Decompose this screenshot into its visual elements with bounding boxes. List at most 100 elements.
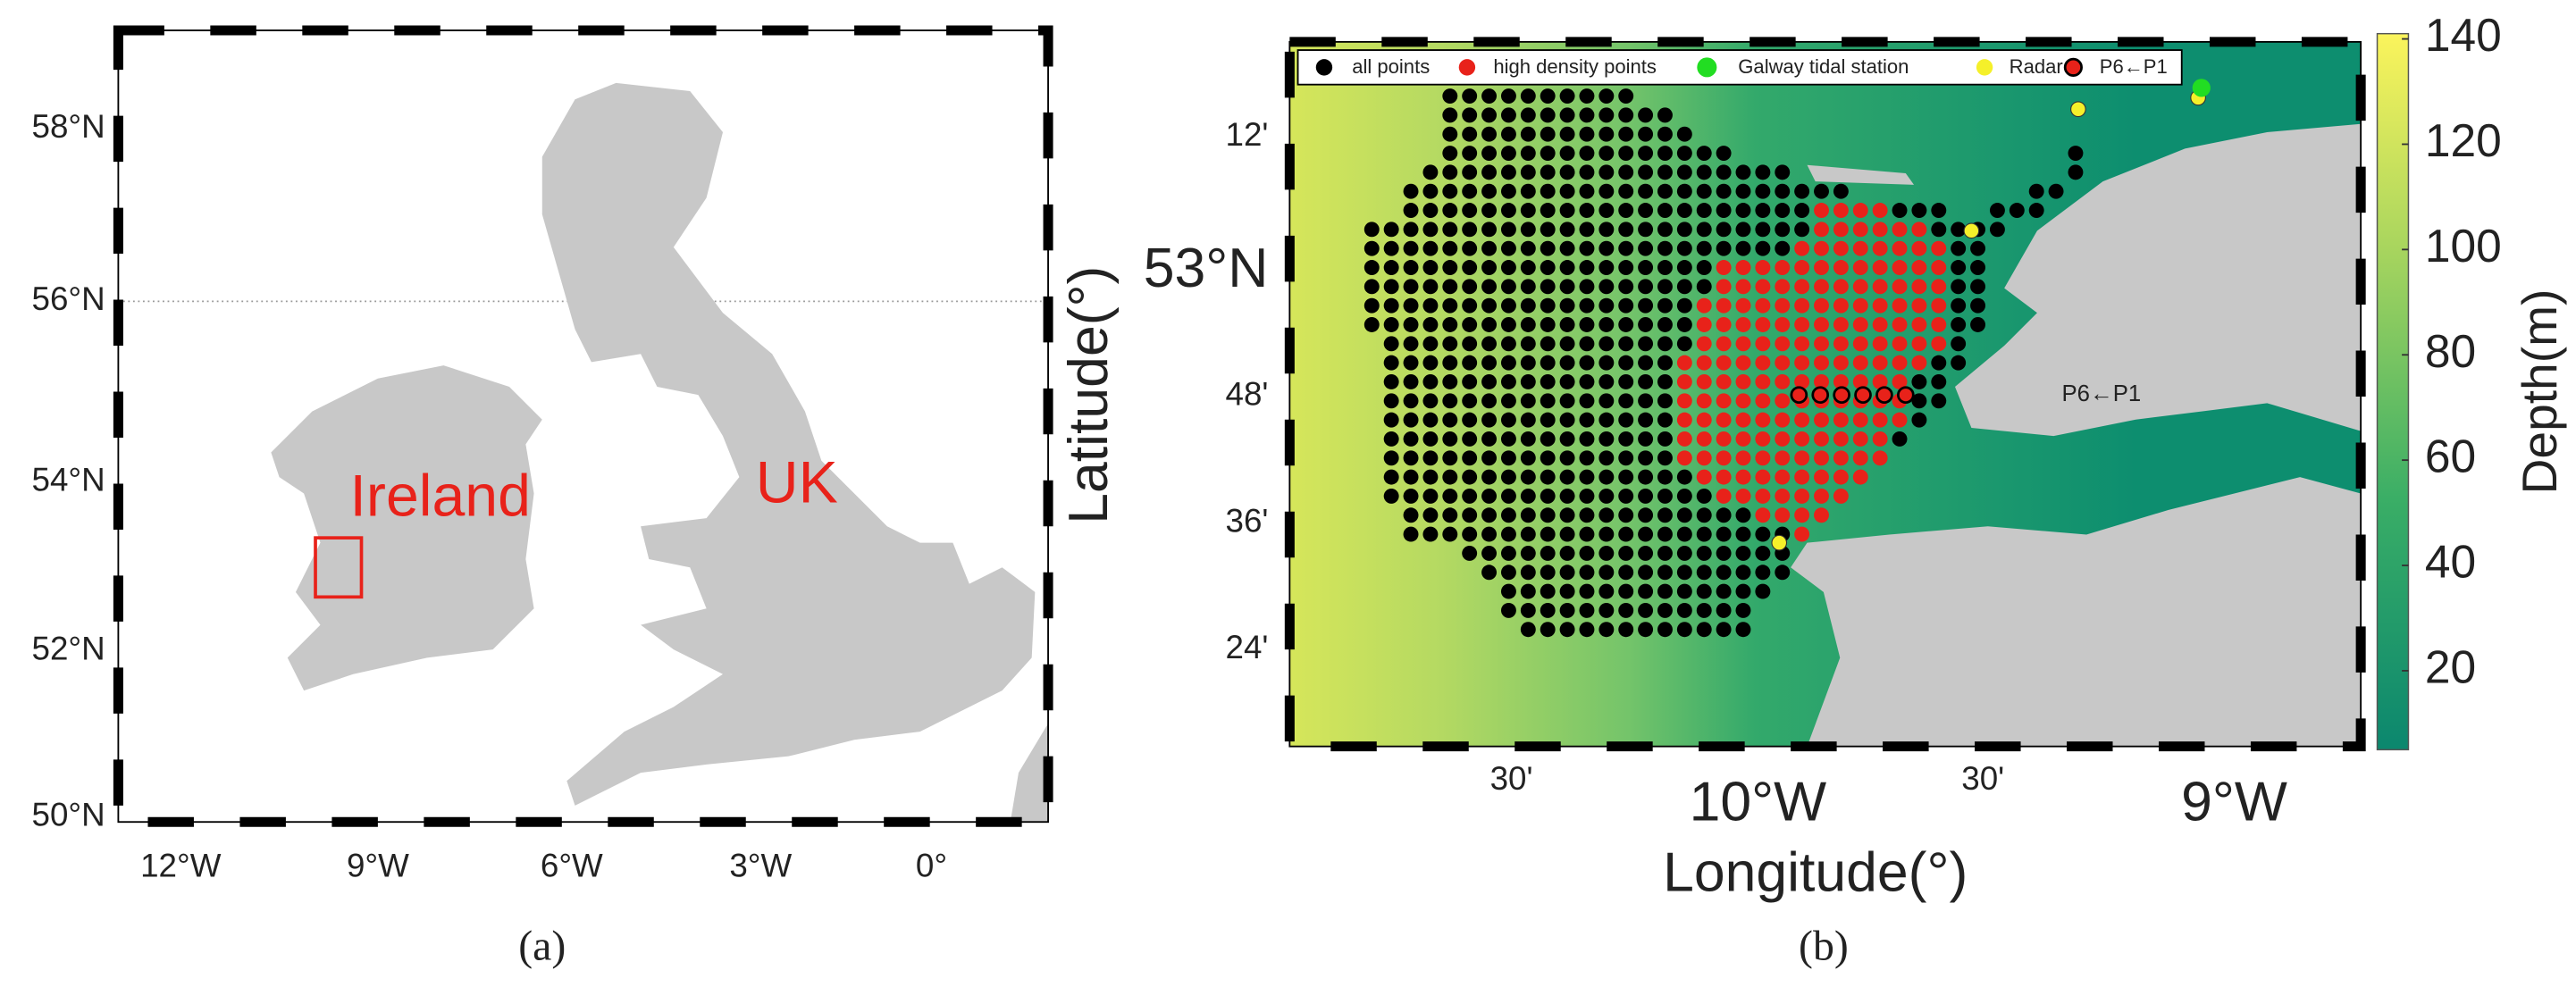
point (1442, 183, 1458, 199)
point (1481, 203, 1498, 218)
high-density-point (1911, 336, 1927, 352)
high-density-point (1755, 260, 1771, 275)
point (1598, 565, 1615, 581)
high-density-point (1775, 488, 1791, 504)
point (1598, 583, 1615, 599)
high-density-point (1833, 488, 1849, 504)
x-tick-label: 9°W (347, 847, 409, 883)
point (1462, 526, 1478, 542)
point (1462, 431, 1478, 447)
high-density-point (1814, 431, 1829, 447)
point (1364, 297, 1380, 314)
colorbar-tick-label: 20 (2425, 641, 2476, 693)
point (1676, 240, 1692, 256)
profile-point (1811, 386, 1830, 405)
point (1520, 88, 1536, 105)
point (1422, 164, 1439, 180)
point (1500, 450, 1516, 466)
point (1775, 164, 1791, 180)
point (1442, 164, 1458, 180)
point (1383, 240, 1399, 256)
point (1500, 203, 1516, 218)
high-density-point (1716, 297, 1732, 314)
point (1422, 183, 1439, 199)
high-density-point (1696, 469, 1712, 485)
point (1638, 469, 1654, 485)
point (1462, 393, 1478, 409)
point (1403, 317, 1419, 332)
land (1889, 41, 2362, 437)
point (1696, 164, 1712, 180)
point (1638, 146, 1654, 161)
point (1500, 469, 1516, 485)
point (1951, 317, 1967, 332)
point (1696, 260, 1712, 275)
point (1559, 146, 1575, 161)
point (1735, 164, 1751, 180)
point (1540, 126, 1556, 142)
point (1462, 412, 1478, 428)
point (1422, 336, 1439, 352)
point (1383, 488, 1399, 504)
point (1618, 107, 1634, 123)
high-density-point (1814, 450, 1829, 466)
high-density-point (1696, 355, 1712, 371)
point (1540, 583, 1556, 599)
point (1618, 88, 1634, 105)
point (1462, 222, 1478, 238)
point (1638, 431, 1654, 447)
high-density-point (1833, 222, 1849, 238)
point (1559, 450, 1575, 466)
point (1735, 222, 1751, 238)
point (1598, 203, 1615, 218)
point (1618, 317, 1634, 332)
point (1481, 469, 1498, 485)
point (1422, 279, 1439, 295)
point (1520, 488, 1536, 504)
point (1442, 374, 1458, 389)
point (1500, 602, 1516, 618)
point (1618, 545, 1634, 561)
point (1735, 622, 1751, 638)
point (1638, 374, 1654, 389)
point (1481, 297, 1498, 314)
point (1618, 279, 1634, 295)
land (1791, 477, 2362, 747)
point (1657, 164, 1673, 180)
point (1794, 203, 1810, 218)
high-density-point (1775, 279, 1791, 295)
frame-dashes (113, 25, 1053, 827)
colorbar-title: Depth(m) (2512, 289, 2567, 495)
legend-label: high density points (1493, 55, 1657, 78)
high-density-point (1892, 336, 1908, 352)
point (1735, 545, 1751, 561)
point (1520, 336, 1536, 352)
point (1403, 469, 1419, 485)
point (1794, 183, 1810, 199)
point (1520, 526, 1536, 542)
point (1716, 146, 1732, 161)
y-tick-label: 58°N (32, 108, 105, 145)
point (1520, 126, 1536, 142)
high-density-point (1775, 374, 1791, 389)
island (1807, 164, 1915, 185)
high-density-point (1696, 431, 1712, 447)
point (1755, 545, 1771, 561)
point (1559, 355, 1575, 371)
point (1422, 526, 1439, 542)
point (1442, 393, 1458, 409)
point (1598, 336, 1615, 352)
point (1422, 450, 1439, 466)
y-tick-label: 24' (1226, 629, 1269, 665)
point (1540, 507, 1556, 523)
point (1579, 164, 1595, 180)
point (1403, 222, 1419, 238)
point (1559, 279, 1575, 295)
high-density-point (1872, 240, 1888, 256)
point (1638, 336, 1654, 352)
point (1520, 583, 1536, 599)
point (1383, 450, 1399, 466)
point (1500, 260, 1516, 275)
point (1500, 431, 1516, 447)
point (1520, 279, 1536, 295)
